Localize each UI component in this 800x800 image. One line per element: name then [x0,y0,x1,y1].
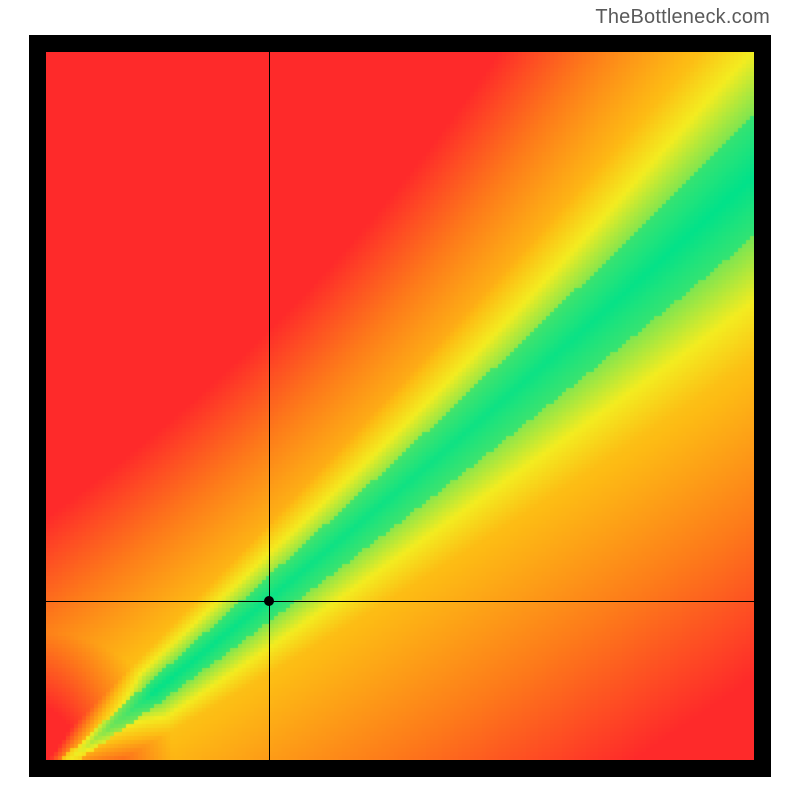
plot-area [46,52,754,760]
crosshair-vertical [269,52,270,760]
heatmap-canvas [46,52,754,760]
crosshair-horizontal [46,601,754,602]
figure-container: TheBottleneck.com [0,0,800,800]
plot-frame [29,35,771,777]
attribution-text: TheBottleneck.com [595,6,770,29]
crosshair-marker [264,596,274,606]
